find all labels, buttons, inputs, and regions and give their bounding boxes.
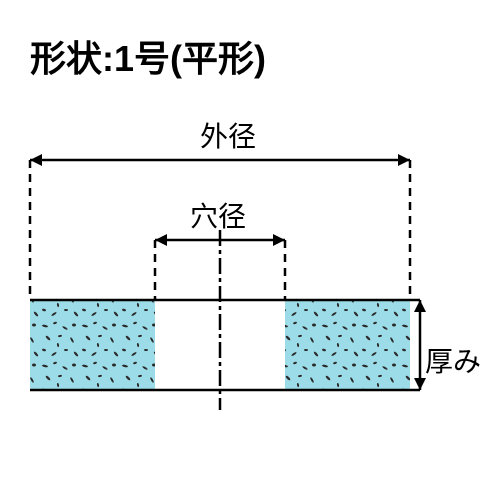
grinding-wheel-diagram <box>0 0 500 500</box>
